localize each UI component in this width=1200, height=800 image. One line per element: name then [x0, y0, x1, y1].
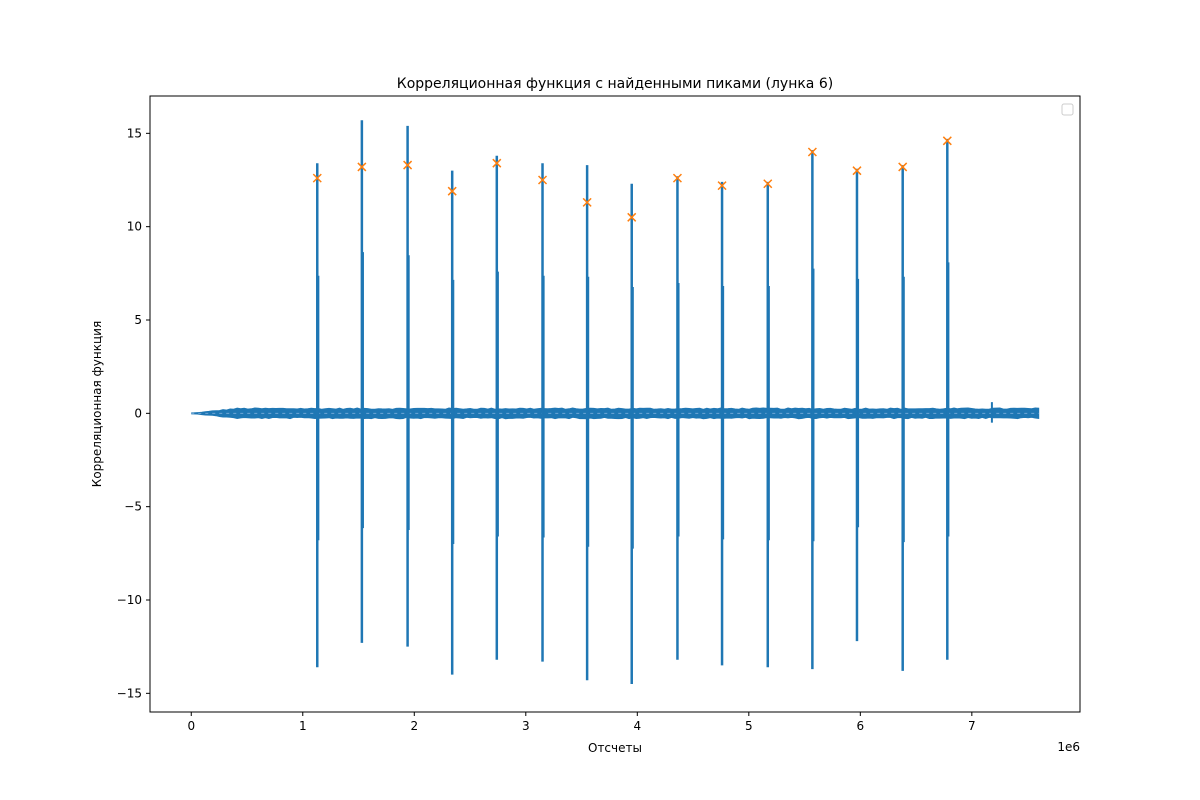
legend-box: [1061, 103, 1074, 116]
x-tick-label: 4: [633, 719, 641, 733]
x-axis-offset-label: 1e6: [1057, 740, 1080, 754]
y-tick-label: −5: [124, 500, 142, 514]
axes-frame: [149, 95, 1081, 713]
y-tick-label: −10: [117, 593, 142, 607]
y-tick-label: −15: [117, 686, 142, 700]
peak-marker-11: [763, 179, 773, 189]
peak-marker-9: [672, 173, 682, 183]
peak-marker-4: [447, 186, 457, 196]
y-tick-label: 0: [134, 406, 142, 420]
x-tick-label: 5: [745, 719, 753, 733]
peak-marker-13: [852, 166, 862, 176]
y-tick-label: 15: [127, 126, 142, 140]
x-tick-label: 2: [410, 719, 418, 733]
peak-marker-1: [312, 173, 322, 183]
peak-marker-6: [537, 175, 548, 185]
plot-area: [191, 120, 1040, 684]
y-axis: −15 −10 −5 0 5 10 15: [117, 126, 150, 700]
peak-marker-5: [492, 158, 502, 168]
chart-title: Корреляционная функция с найденными пика…: [397, 76, 833, 92]
y-axis-label: Корреляционная функция: [90, 321, 104, 487]
y-tick-label: 10: [127, 220, 142, 234]
x-tick-label: 7: [968, 719, 976, 733]
x-tick-label: 3: [522, 719, 530, 733]
x-tick-label: 0: [187, 719, 195, 733]
peak-marker-2: [357, 162, 367, 172]
peak-marker-12: [807, 147, 817, 157]
y-tick-label: 5: [134, 313, 142, 327]
peak-marker-10: [717, 181, 727, 191]
x-axis: 0 1 2 3 4 5 6 7: [187, 712, 976, 733]
x-tick-label: 6: [857, 719, 865, 733]
peak-marker-14: [898, 162, 908, 172]
peak-marker-8: [627, 212, 637, 222]
peak-marker-15: [942, 136, 952, 146]
x-tick-label: 1: [299, 719, 307, 733]
legend-frame: [1061, 103, 1074, 116]
x-axis-label: Отсчеты: [588, 741, 642, 755]
peak-marker-7: [582, 197, 592, 207]
peak-marker-3: [403, 160, 413, 170]
